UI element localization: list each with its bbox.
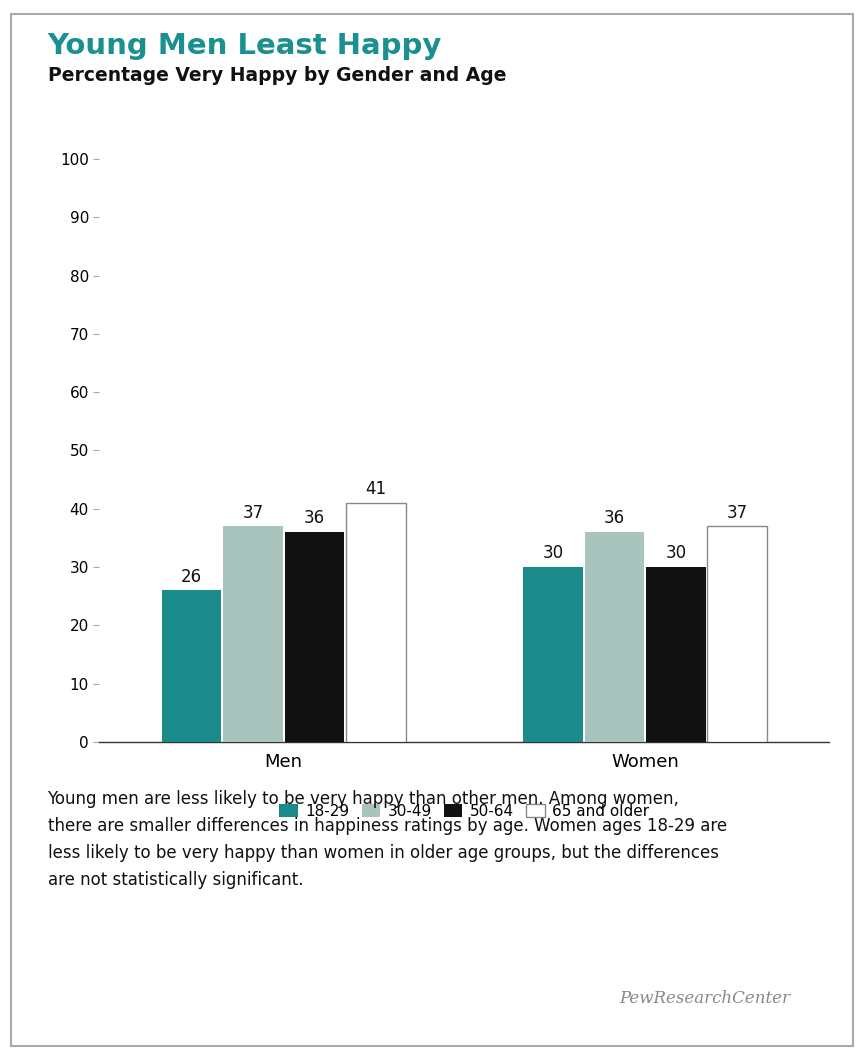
Bar <box>223 526 283 742</box>
Legend: 18-29, 30-49, 50-64, 65 and older: 18-29, 30-49, 50-64, 65 and older <box>275 799 654 824</box>
Text: 37: 37 <box>727 504 748 522</box>
Text: Young Men Least Happy: Young Men Least Happy <box>48 32 442 59</box>
Text: Young men are less likely to be very happy than other men. Among women,
there ar: Young men are less likely to be very hap… <box>48 790 727 889</box>
Text: Percentage Very Happy by Gender and Age: Percentage Very Happy by Gender and Age <box>48 66 506 85</box>
Bar <box>284 532 344 742</box>
Bar <box>585 532 645 742</box>
Bar <box>708 526 767 742</box>
Text: 36: 36 <box>304 510 325 528</box>
Text: 26: 26 <box>181 568 202 586</box>
Text: 30: 30 <box>665 545 686 563</box>
Text: 41: 41 <box>365 480 386 498</box>
Bar <box>523 567 582 742</box>
Text: 37: 37 <box>243 504 264 522</box>
Text: 30: 30 <box>543 545 563 563</box>
Bar <box>346 504 406 742</box>
Text: PewResearchCenter: PewResearchCenter <box>619 990 791 1007</box>
Text: 36: 36 <box>604 510 625 528</box>
Bar <box>646 567 706 742</box>
Bar <box>162 590 221 742</box>
